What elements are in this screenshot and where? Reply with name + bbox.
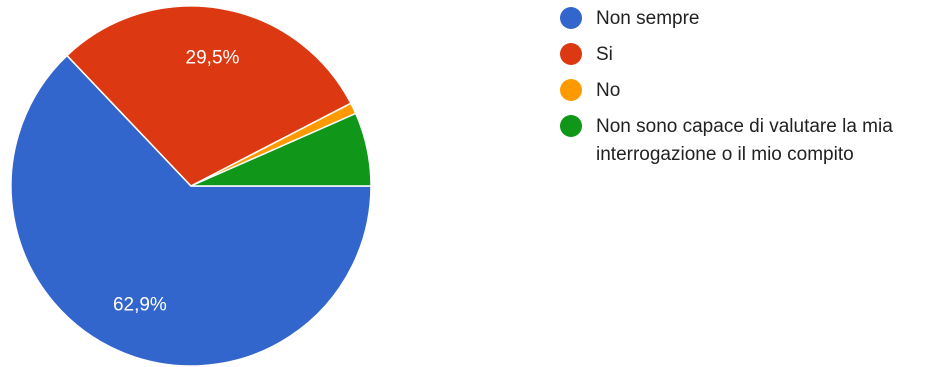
legend-swatch-3 [560, 115, 582, 137]
legend-item-2[interactable]: No [560, 77, 930, 105]
legend-label-0: Non sempre [596, 8, 700, 29]
legend: Non sempre Si No Non sono capace di valutar… [560, 5, 930, 177]
slice-label-0: 62,9% [113, 295, 167, 316]
legend-label-1: Si [596, 44, 613, 65]
legend-label-2: No [596, 80, 621, 101]
legend-label-3: Non sono capace di valutare la mia inter… [596, 116, 893, 165]
legend-swatch-0 [560, 7, 582, 29]
legend-item-1[interactable]: Si [560, 41, 930, 69]
pie-chart: 62,9% 29,5% [10, 5, 372, 367]
legend-item-3[interactable]: Non sono capace di valutare la mia inter… [560, 113, 930, 169]
pie-slice-0[interactable] [10, 54, 372, 367]
legend-item-0[interactable]: Non sempre [560, 5, 930, 33]
pie-slice-3[interactable] [190, 112, 372, 187]
pie-slice-1[interactable] [65, 5, 352, 187]
legend-swatch-2 [560, 79, 582, 101]
slice-label-1: 29,5% [186, 48, 240, 69]
legend-swatch-1 [560, 43, 582, 65]
